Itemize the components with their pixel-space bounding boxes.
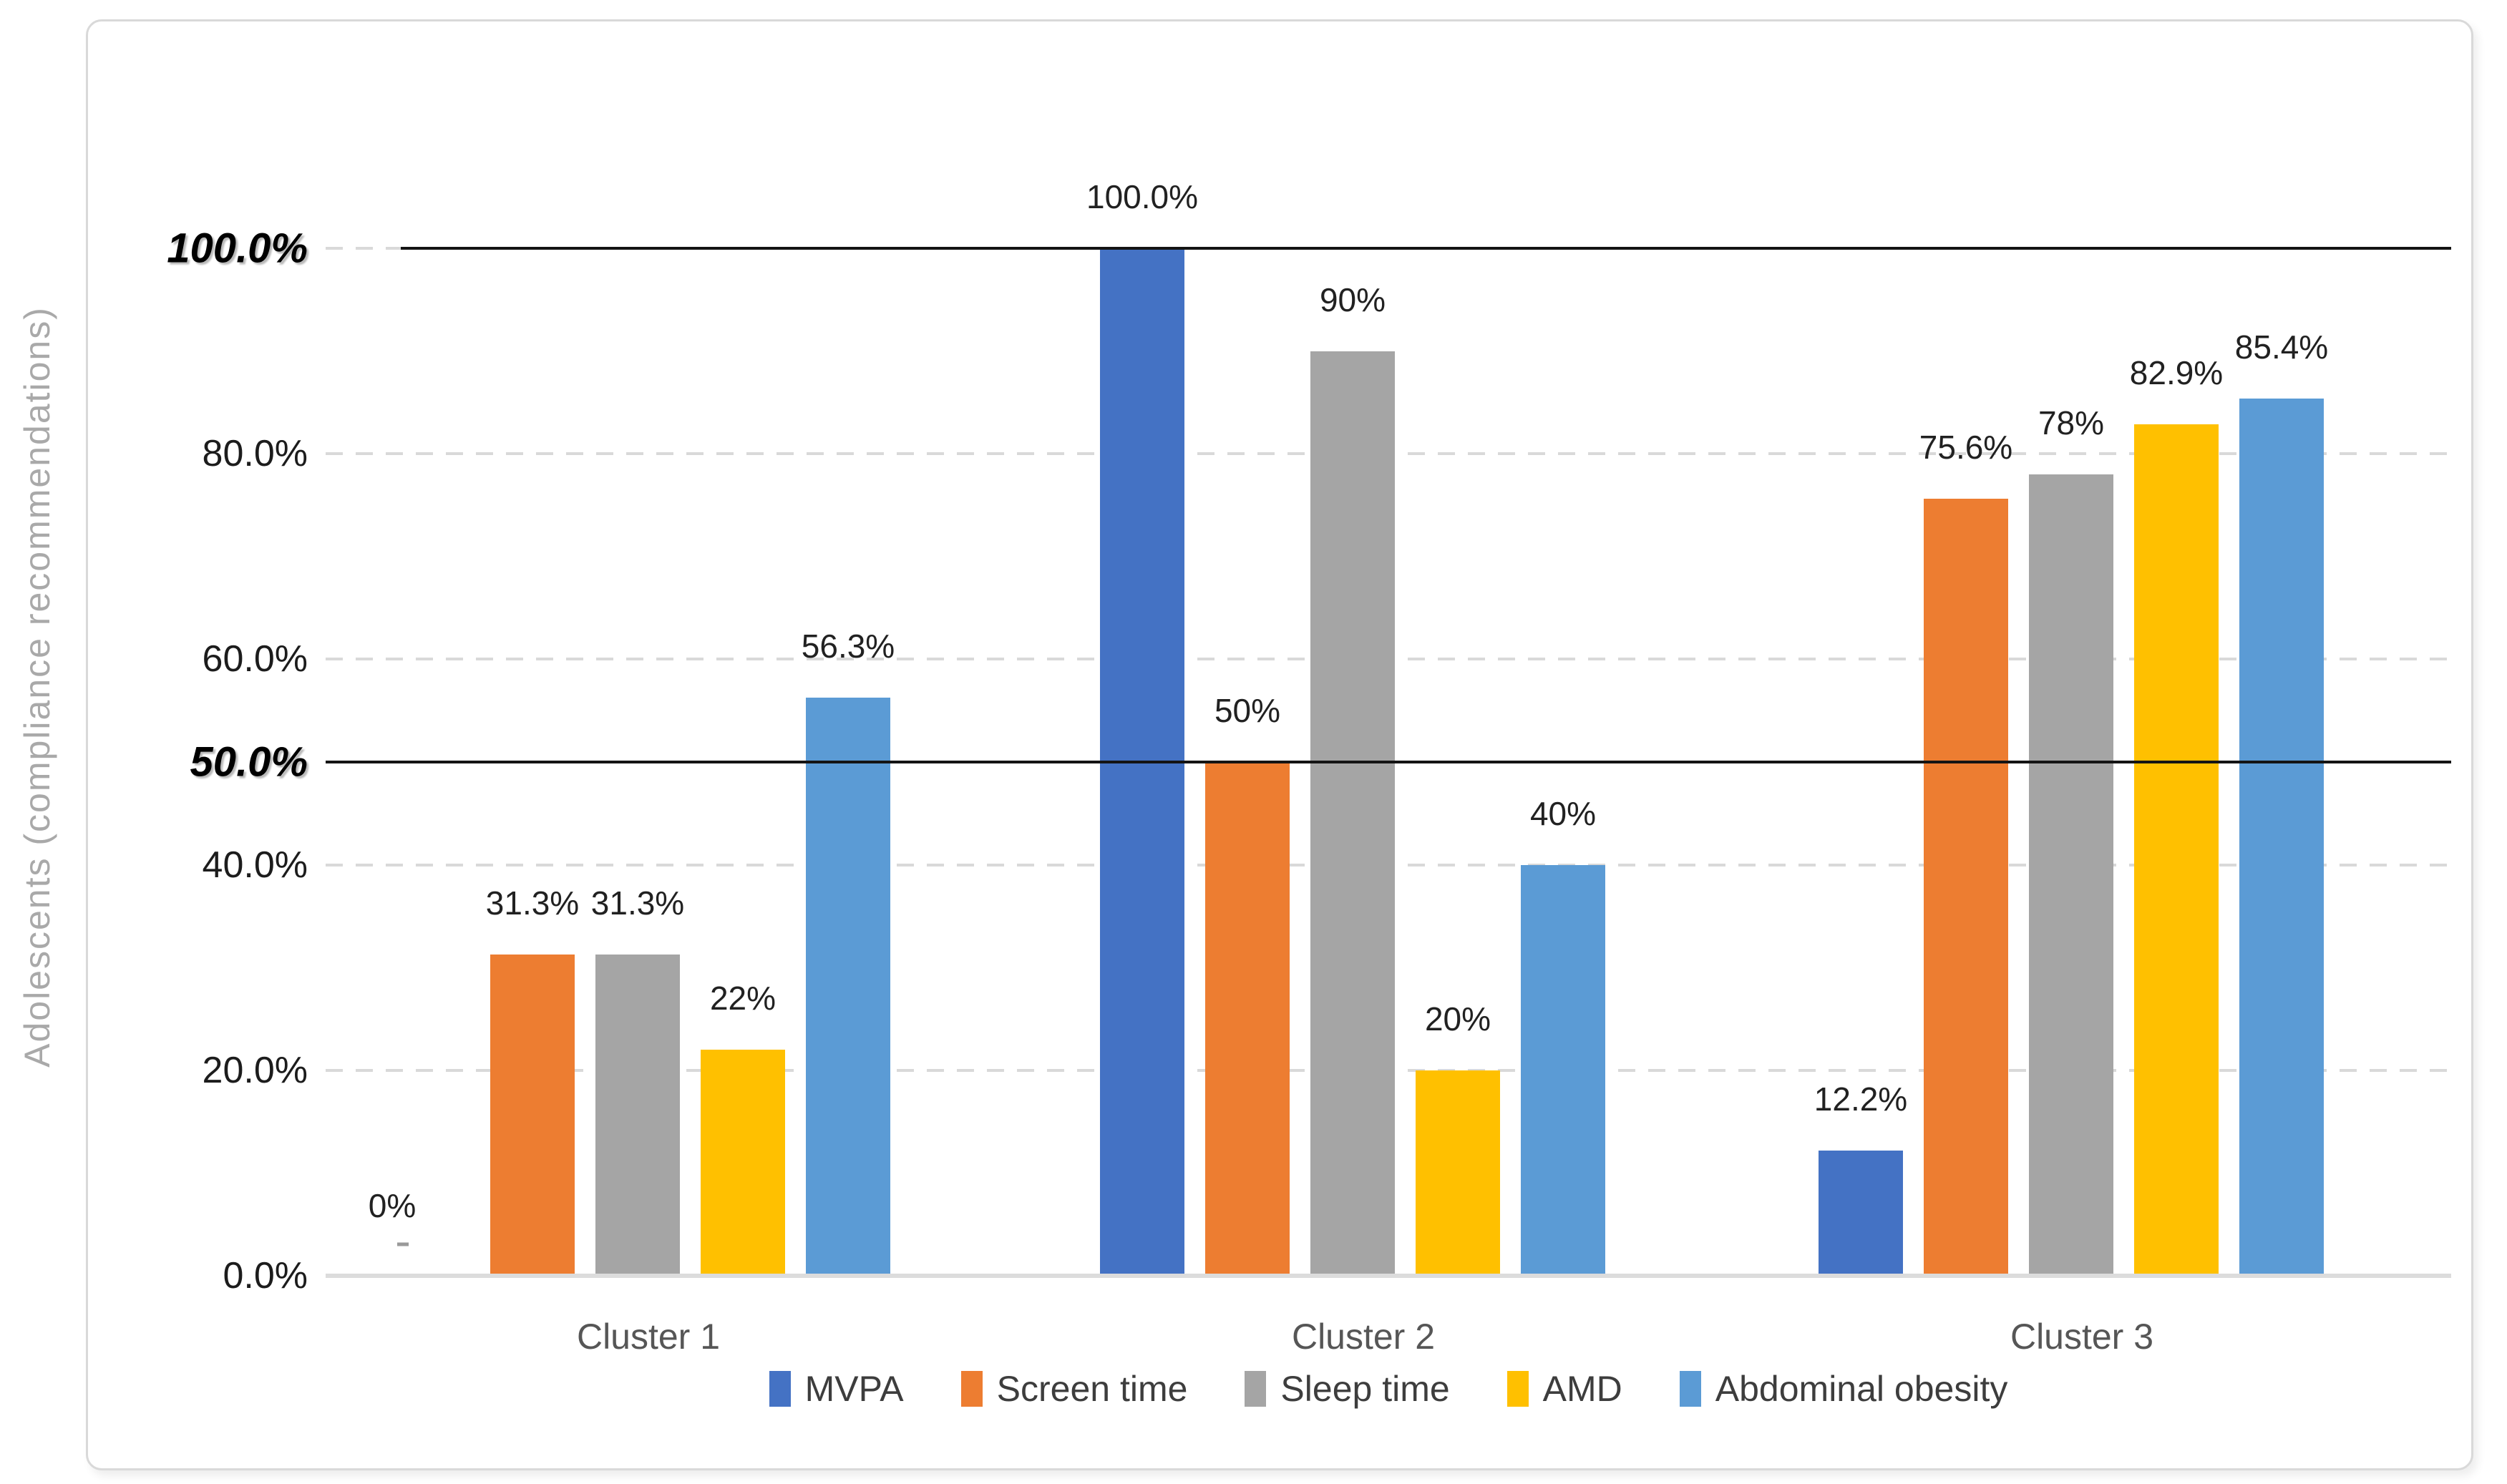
data-label-abdominal-obesity-cluster-2: 40%: [1529, 794, 1597, 832]
reference-line-100pct: [401, 247, 2451, 250]
data-label-sleep-time-cluster-2: 90%: [1319, 280, 1386, 318]
legend: MVPA Screen time Sleep time AMD Abdominal ob…: [326, 1368, 2451, 1410]
x-axis-baseline: [326, 1274, 2451, 1278]
y-axis-title: Adolescents (compliance recommendations): [17, 306, 57, 1068]
data-label-abdominal-obesity-cluster-3: 85.4%: [2234, 328, 2329, 366]
data-label-abdominal-obesity-cluster-1: 56.3%: [801, 627, 895, 665]
y-tick-label-100pct: 100.0%: [167, 225, 308, 272]
zero-bar-mark: [397, 1242, 409, 1246]
legend-item-amd: AMD: [1506, 1368, 1622, 1410]
legend-item-mvpa: MVPA: [769, 1368, 904, 1410]
bar-sleep-time-cluster-1: [595, 954, 680, 1276]
legend-label: Sleep time: [1280, 1369, 1450, 1409]
bar-screen-time-cluster-1: [490, 954, 575, 1276]
legend-item-abdominal-obesity: Abdominal obesity: [1679, 1368, 2008, 1410]
data-label-sleep-time-cluster-1: 31.3%: [590, 884, 685, 922]
y-tick-label-40pct: 40.0%: [202, 844, 308, 886]
legend-label: AMD: [1542, 1369, 1622, 1409]
bar-amd-cluster-1: [701, 1050, 785, 1276]
legend-item-sleep-time: Sleep time: [1245, 1368, 1450, 1410]
bar-amd-cluster-2: [1416, 1070, 1500, 1276]
bar-abdominal-obesity-cluster-3: [2239, 398, 2324, 1276]
data-label-amd-cluster-2: 20%: [1424, 1000, 1491, 1038]
data-label-amd-cluster-1: 22%: [709, 980, 777, 1017]
x-axis-label-cluster-1: Cluster 1: [576, 1317, 721, 1357]
data-label-amd-cluster-3: 82.9%: [2129, 353, 2224, 391]
data-label-screen-time-cluster-3: 75.6%: [1919, 429, 2013, 467]
bar-abdominal-obesity-cluster-2: [1521, 864, 1605, 1276]
bar-sleep-time-cluster-2: [1310, 351, 1395, 1276]
data-label-screen-time-cluster-2: 50%: [1214, 692, 1281, 729]
bar-sleep-time-cluster-3: [2029, 474, 2113, 1276]
legend-label: Abdominal obesity: [1715, 1369, 2008, 1409]
y-tick-label-60pct: 60.0%: [202, 638, 308, 680]
data-label-mvpa-cluster-1: 0%: [368, 1187, 417, 1224]
legend-label: Screen time: [996, 1369, 1188, 1409]
bar-mvpa-cluster-3: [1819, 1150, 1903, 1276]
legend-swatch-icon: [1679, 1371, 1701, 1407]
y-tick-label-0pct: 0.0%: [223, 1255, 308, 1297]
data-label-mvpa-cluster-2: 100.0%: [1086, 178, 1199, 215]
bar-amd-cluster-3: [2134, 424, 2219, 1276]
legend-swatch-icon: [769, 1371, 791, 1407]
legend-label: MVPA: [804, 1369, 904, 1409]
legend-item-screen-time: Screen time: [960, 1368, 1188, 1410]
data-label-screen-time-cluster-1: 31.3%: [485, 884, 580, 922]
legend-swatch-icon: [1245, 1371, 1267, 1407]
x-axis-label-cluster-2: Cluster 2: [1291, 1317, 1436, 1357]
legend-swatch-icon: [960, 1371, 983, 1407]
reference-line-50pct: [326, 761, 2451, 763]
bar-abdominal-obesity-cluster-1: [806, 697, 890, 1276]
data-label-mvpa-cluster-3: 12.2%: [1814, 1080, 1908, 1118]
y-tick-label-80pct: 80.0%: [202, 433, 308, 475]
bar-screen-time-cluster-3: [1924, 499, 2008, 1276]
y-tick-label-50pct: 50.0%: [190, 738, 308, 786]
y-tick-label-20pct: 20.0%: [202, 1049, 308, 1091]
data-label-sleep-time-cluster-3: 78%: [2038, 404, 2105, 441]
x-axis-label-cluster-3: Cluster 3: [2010, 1317, 2154, 1357]
bar-screen-time-cluster-2: [1205, 762, 1290, 1276]
legend-swatch-icon: [1506, 1371, 1529, 1407]
